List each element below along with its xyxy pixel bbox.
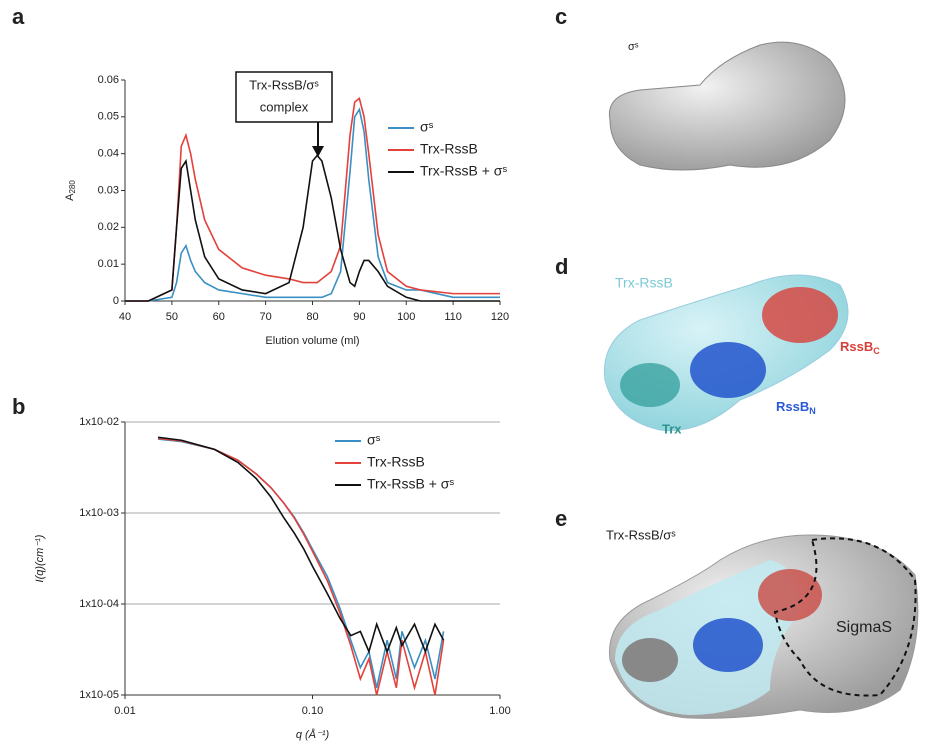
series-line [125,109,500,301]
panel-label: e [555,506,567,531]
x-tick-label: 110 [444,311,462,323]
y-axis-label: I(q)(cm⁻¹) [34,534,46,582]
sigma-model [609,42,845,170]
y-tick-label: 1x10-04 [79,598,119,610]
legend-label: σˢ [420,119,434,135]
panel-label: b [12,394,25,419]
x-tick-label: 40 [119,311,131,323]
y-tick-label: 0.05 [98,111,119,123]
y-axis-label: A280 [64,180,77,201]
model-label: Trx [662,421,682,436]
y-tick-label: 0.01 [98,258,119,270]
panel-label: d [555,254,568,279]
x-axis-label: q (Å⁻¹) [296,728,330,741]
y-tick-label: 0.06 [98,74,119,86]
y-tick-label: 1x10-05 [79,689,119,701]
series-line [125,98,500,301]
model-label: SigmaS [836,619,892,636]
legend-label: Trx-RssB + σˢ [367,476,454,492]
figure: a b c d e σˢ Trx-RssB Trx RssBN RssBC Tr… [0,0,927,753]
x-tick-label: 50 [166,311,178,323]
y-tick-label: 0.03 [98,184,119,196]
x-tick-label: 70 [260,311,272,323]
panel-label: a [12,4,25,29]
x-tick-label: 0.01 [114,705,135,717]
legend-label: Trx-RssB [367,454,425,470]
x-tick-label: 120 [491,311,509,323]
annotation-arrowhead [312,146,324,157]
model-label: RssBC [840,339,880,356]
x-tick-label: 90 [353,311,365,323]
annotation: complex [260,99,309,114]
model-label: RssBN [776,399,816,416]
x-tick-label: 0.10 [302,705,323,717]
y-tick-label: 0 [113,295,119,307]
y-axis-label-sub: 280 [68,180,77,194]
legend-label: Trx-RssB [420,141,478,157]
x-tick-label: 100 [397,311,415,323]
legend-label: σˢ [367,432,381,448]
y-tick-label: 0.02 [98,221,119,233]
y-tick-label: 1x10-02 [79,416,119,428]
x-tick-label: 1.00 [489,705,510,717]
legend-label: Trx-RssB + σˢ [420,163,507,179]
model-label: Trx-RssB [615,275,673,291]
panel-label: c [555,4,567,29]
model-label: σˢ [628,41,639,53]
annotation: Trx-RssB/σˢ [249,77,319,92]
model-label: Trx-RssB/σˢ [606,527,676,542]
x-tick-label: 60 [213,311,225,323]
y-tick-label: 1x10-03 [79,507,119,519]
x-tick-label: 80 [306,311,318,323]
y-tick-label: 0.04 [98,148,119,160]
x-axis-label: Elution volume (ml) [265,335,359,347]
